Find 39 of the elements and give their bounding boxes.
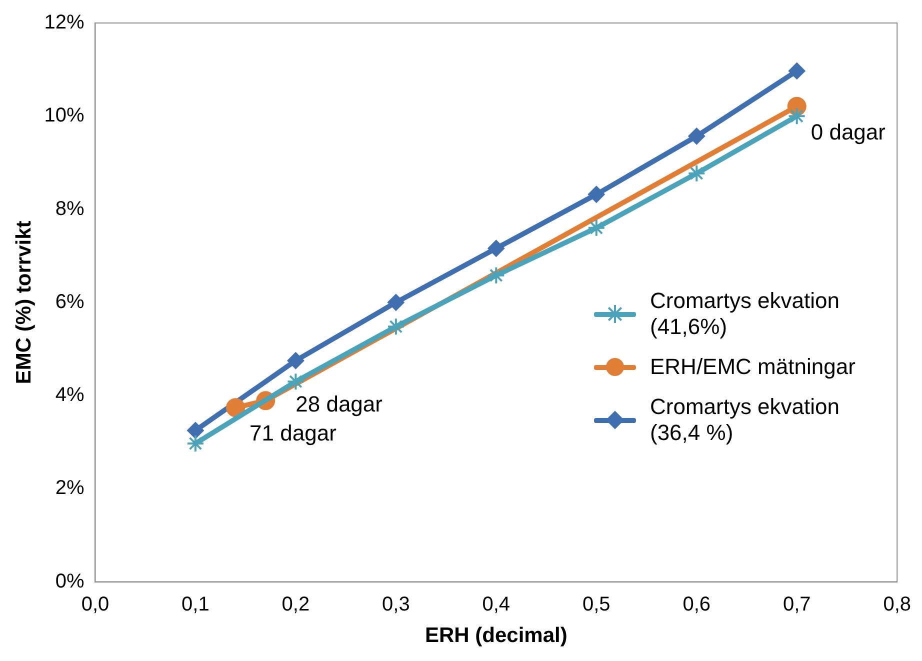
point — [488, 240, 505, 257]
legend-label: ERH/EMC mätningar — [650, 354, 856, 380]
point — [688, 164, 706, 182]
x-tick-label: 0,1 — [182, 593, 210, 616]
x-tick-label: 0,4 — [482, 593, 510, 616]
x-tick-label: 0,8 — [883, 593, 912, 616]
point — [186, 434, 204, 452]
x-tick-label: 0,3 — [382, 593, 410, 616]
point — [788, 107, 806, 126]
point — [587, 218, 606, 237]
x-tick-label: 0,7 — [782, 593, 811, 616]
point — [588, 186, 605, 203]
point — [287, 352, 304, 370]
y-tick-label: 12% — [44, 12, 84, 34]
point — [286, 372, 305, 391]
annotation: 71 dagar — [250, 420, 336, 446]
y-tick-label: 4% — [55, 384, 84, 406]
point — [386, 318, 405, 336]
y-tick-label: 10% — [44, 104, 84, 127]
point — [387, 294, 404, 311]
x-axis-title: ERH (decimal) — [424, 624, 568, 648]
annotation: 28 dagar — [296, 392, 382, 417]
point — [688, 128, 706, 145]
legend-label: Cromartys ekvation (41,6%) — [650, 288, 841, 340]
x-tick-label: 0,2 — [282, 593, 310, 616]
y-tick-label: 8% — [55, 198, 84, 220]
x-tick-label: 0,5 — [582, 593, 610, 616]
legend-label: Cromartys ekvation (36,4 %) — [650, 394, 841, 446]
y-axis-title: EMC (%) torrvikt — [12, 220, 36, 384]
point — [186, 422, 204, 439]
y-tick-label: 2% — [55, 477, 84, 500]
y-tick-label: 0% — [55, 570, 84, 592]
point — [226, 398, 246, 418]
y-tick-label: 6% — [55, 290, 84, 313]
x-tick-label: 0,0 — [81, 593, 110, 616]
x-tick-label: 0,6 — [682, 593, 711, 616]
point — [487, 266, 506, 284]
point — [788, 62, 806, 80]
annotation: 0 dagar — [810, 119, 886, 144]
